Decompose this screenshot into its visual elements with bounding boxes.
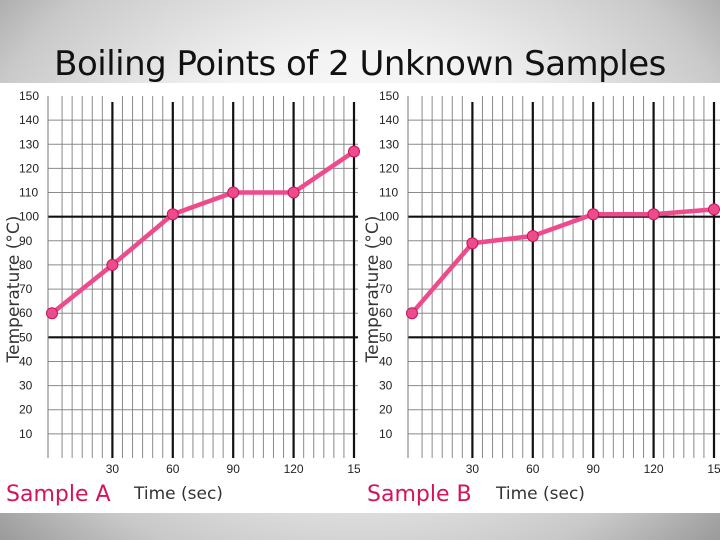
caption-sample-a: Sample A: [6, 482, 111, 507]
y-tick-label: 80: [19, 258, 33, 272]
x-axis-label: Time (sec): [133, 484, 223, 504]
grid: [407, 96, 720, 458]
y-tick-label: 70: [19, 282, 33, 296]
y-tick-label: 30: [19, 379, 33, 393]
data-point: [526, 229, 539, 242]
y-tick-label: 130: [19, 137, 39, 151]
caption-sample-b: Sample B: [367, 482, 472, 507]
y-tick-label: 90: [379, 234, 393, 248]
y-tick-label: 10: [19, 427, 33, 441]
series-line: [410, 207, 715, 315]
y-tick-label: 20: [19, 403, 33, 417]
y-tick-label: 40: [19, 354, 33, 368]
y-axis-label: Temperature (°C): [4, 216, 24, 364]
y-tick-label: 100: [379, 210, 399, 224]
data-point: [227, 186, 240, 199]
x-axis-label: Time (sec): [495, 484, 585, 504]
y-tick-label: 120: [19, 161, 39, 175]
y-tick-label: 50: [379, 330, 393, 344]
y-tick-label: 140: [379, 113, 399, 127]
y-tick-label: 10: [379, 427, 393, 441]
data-point: [106, 258, 119, 271]
x-tick-label: 90: [587, 462, 601, 476]
x-tick-label: 30: [466, 462, 480, 476]
data-point: [46, 307, 58, 320]
y-tick-label: 150: [19, 89, 39, 103]
x-tick-label: 90: [227, 462, 241, 476]
series-line: [50, 149, 356, 315]
plot-panel: [0, 83, 360, 513]
x-tick-label: 30: [106, 462, 120, 476]
x-tick-label: 60: [526, 462, 540, 476]
y-tick-label: 110: [19, 186, 38, 200]
data-point: [466, 237, 479, 250]
y-tick-label: 90: [19, 234, 33, 248]
y-tick-label: 50: [19, 330, 33, 344]
y-tick-label: 130: [379, 137, 399, 151]
data-point: [348, 145, 360, 158]
data-point: [406, 307, 418, 320]
x-tick-label: 15: [707, 462, 720, 476]
y-tick-label: 100: [19, 210, 39, 224]
y-tick-label: 60: [19, 306, 33, 320]
y-tick-label: 140: [19, 113, 39, 127]
y-tick-label: 60: [379, 306, 393, 320]
slide-title: Boiling Points of 2 Unknown Samples: [54, 44, 666, 84]
x-tick-label: 120: [284, 462, 304, 476]
y-axis-label: Temperature (°C): [363, 216, 383, 364]
data-point: [287, 186, 300, 199]
y-tick-label: 40: [379, 354, 393, 368]
plot-panel: [360, 83, 720, 513]
y-tick-label: 20: [379, 403, 393, 417]
y-tick-label: 150: [379, 89, 399, 103]
data-point: [587, 208, 600, 221]
data-point: [166, 208, 179, 221]
grid: [47, 96, 358, 458]
y-tick-label: 110: [379, 186, 398, 200]
data-point: [647, 208, 660, 221]
y-tick-label: 80: [379, 258, 393, 272]
y-tick-label: 70: [379, 282, 393, 296]
data-point: [708, 203, 720, 216]
x-tick-label: 15: [347, 462, 361, 476]
x-tick-label: 120: [644, 462, 664, 476]
y-tick-label: 30: [379, 379, 393, 393]
y-tick-label: 120: [379, 161, 399, 175]
x-tick-label: 60: [166, 462, 180, 476]
